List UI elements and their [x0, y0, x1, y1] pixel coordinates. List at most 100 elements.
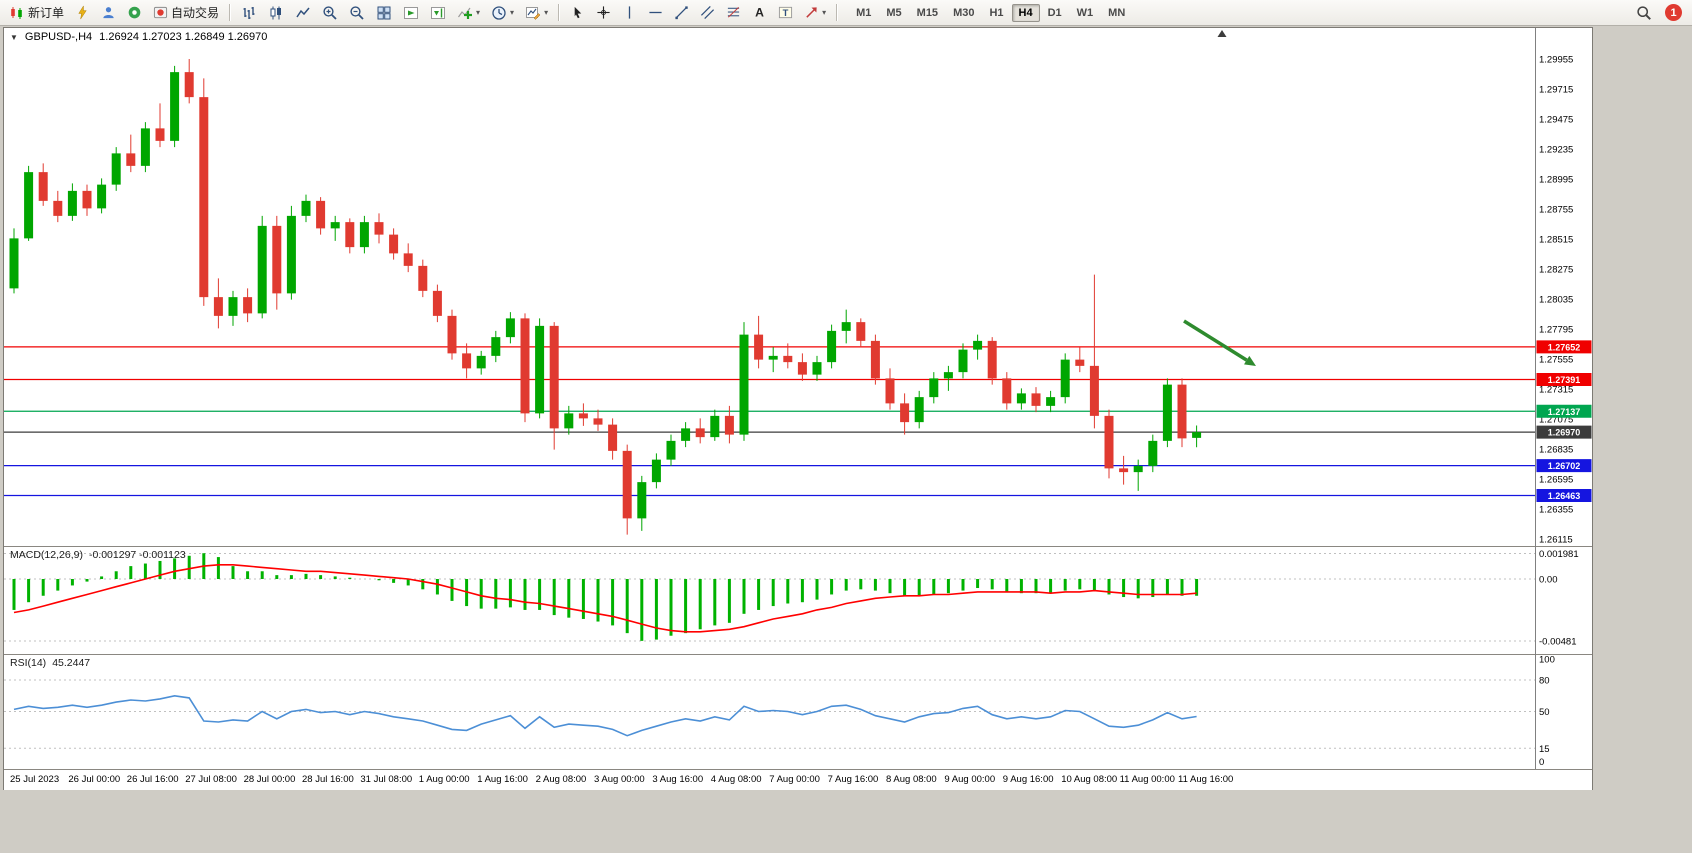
- template-icon: [526, 6, 541, 20]
- text-label-icon: T: [779, 6, 793, 19]
- main-price-chart[interactable]: 1.29955 1.29715 1.29475 1.29235 1.28995 1.287…: [4, 28, 1592, 546]
- rsi-name: RSI(14): [10, 657, 47, 669]
- svg-text:1.28995: 1.28995: [1539, 175, 1573, 186]
- svg-text:T: T: [783, 8, 789, 18]
- time-axis-label: 3 Aug 16:00: [652, 774, 704, 785]
- time-axis-label: 8 Aug 08:00: [886, 774, 937, 785]
- chart-shift-icon: [431, 6, 446, 19]
- macd-panel-label: MACD(12,26,9) -0.001297 -0.001123: [10, 549, 186, 561]
- cursor-button[interactable]: [565, 1, 590, 24]
- fibonacci-icon: [727, 6, 740, 18]
- wizard-button[interactable]: [70, 1, 95, 24]
- svg-text:80: 80: [1539, 676, 1550, 687]
- bar-chart-button[interactable]: [236, 1, 262, 24]
- rsi-indicator-panel[interactable]: 100 80 50 15 0: [4, 654, 1592, 769]
- time-axis-label: 9 Aug 00:00: [944, 774, 996, 785]
- search-button[interactable]: [1631, 1, 1657, 24]
- fibonacci-button[interactable]: [721, 1, 746, 24]
- zoom-in-icon: [323, 5, 337, 20]
- macd-indicator-panel[interactable]: 0.001981 0.00 -0.00481: [4, 546, 1592, 654]
- svg-text:1.26702: 1.26702: [1548, 461, 1581, 471]
- timeframe-button-M1[interactable]: M1: [856, 6, 872, 19]
- time-axis-label: 25 Jul 2023: [10, 774, 60, 785]
- bar-chart-icon: [243, 6, 255, 19]
- time-axis-label: 10 Aug 08:00: [1061, 774, 1118, 785]
- zoom-out-button[interactable]: [344, 1, 370, 24]
- timeframe-button-H4[interactable]: H4: [1011, 3, 1040, 22]
- account-button[interactable]: [96, 1, 121, 24]
- line-chart-icon: [296, 7, 310, 17]
- svg-text:1.27391: 1.27391: [1548, 375, 1581, 385]
- text-icon: A: [755, 6, 764, 20]
- chevron-down-icon: ▾: [476, 7, 481, 17]
- timeframe-button-H1[interactable]: H1: [989, 6, 1004, 19]
- horizontal-line-button[interactable]: [643, 1, 668, 24]
- chart-window: ▼ GBPUSD-,H4 1.26924 1.27023 1.26849 1.2…: [3, 27, 1593, 790]
- svg-text:1.27795: 1.27795: [1539, 325, 1573, 336]
- svg-text:1.29715: 1.29715: [1539, 85, 1573, 96]
- symbol-period-label: GBPUSD-,H4: [24, 31, 93, 43]
- svg-text:1.27555: 1.27555: [1539, 355, 1573, 366]
- auto-scroll-icon: [404, 6, 419, 19]
- svg-text:0.001981: 0.001981: [1539, 549, 1579, 560]
- svg-text:1.26595: 1.26595: [1539, 475, 1573, 486]
- text-button[interactable]: A: [747, 1, 772, 24]
- vertical-line-button[interactable]: [617, 1, 642, 24]
- notification-badge[interactable]: 1: [1665, 4, 1682, 21]
- timeframe-button-M15[interactable]: M15: [916, 6, 939, 19]
- horizontal-line-icon: [649, 11, 662, 14]
- candlestick-chart-button[interactable]: [263, 1, 289, 24]
- tile-windows-button[interactable]: [371, 1, 397, 24]
- time-axis-label: 4 Aug 08:00: [710, 774, 762, 785]
- svg-text:1.27652: 1.27652: [1548, 342, 1581, 352]
- chevron-down-icon: ▾: [510, 7, 515, 17]
- time-axis-label: 26 Jul 16:00: [126, 774, 179, 785]
- channel-button[interactable]: [695, 1, 720, 24]
- trendline-button[interactable]: [669, 1, 694, 24]
- timeframe-button-M5[interactable]: M5: [886, 6, 902, 19]
- auto-trading-button[interactable]: 自动交易: [148, 1, 224, 24]
- svg-text:1.26970: 1.26970: [1548, 428, 1581, 438]
- one-click-trading-toggle[interactable]: ▼: [10, 32, 18, 42]
- chevron-down-icon: ▾: [544, 7, 549, 17]
- toolbar-right-group: 1: [1631, 1, 1688, 24]
- cursor-icon: [574, 6, 582, 19]
- time-axis-label: 7 Aug 00:00: [769, 774, 820, 785]
- indicators-button[interactable]: ▾: [452, 1, 485, 24]
- toolbar: 新订单 自动交易: [0, 0, 1692, 26]
- time-axis-label: 26 Jul 00:00: [68, 774, 121, 785]
- tile-windows-icon: [377, 6, 391, 19]
- svg-text:1.29475: 1.29475: [1539, 115, 1573, 126]
- toolbar-separator: [229, 4, 232, 21]
- text-label-button[interactable]: T: [773, 1, 798, 24]
- shapes-button[interactable]: ▾: [799, 1, 831, 24]
- toolbar-separator: [836, 4, 839, 21]
- chart-shift-button[interactable]: [425, 1, 451, 24]
- timeframe-button-MN[interactable]: MN: [1108, 6, 1126, 19]
- timeframe-button-D1[interactable]: D1: [1047, 6, 1062, 19]
- new-order-button[interactable]: 新订单: [4, 1, 69, 24]
- support-button[interactable]: [122, 1, 147, 24]
- svg-text:1.28755: 1.28755: [1539, 205, 1573, 216]
- time-axis-label: 7 Aug 16:00: [827, 774, 879, 785]
- crosshair-button[interactable]: [591, 1, 616, 24]
- headset-icon: [128, 6, 141, 19]
- auto-scroll-button[interactable]: [398, 1, 424, 24]
- timeframe-button-W1[interactable]: W1: [1076, 6, 1094, 19]
- time-axis[interactable]: 25 Jul 2023 26 Jul 00:00 26 Jul 16:00 27 Ju…: [4, 769, 1592, 790]
- chart-header: ▼ GBPUSD-,H4 1.26924 1.27023 1.26849 1.2…: [10, 31, 267, 43]
- svg-text:1.27137: 1.27137: [1548, 407, 1581, 417]
- periods-button[interactable]: ▾: [486, 1, 519, 24]
- time-axis-label: 31 Jul 08:00: [360, 774, 413, 785]
- zoom-in-button[interactable]: [317, 1, 343, 24]
- svg-text:0: 0: [1539, 757, 1544, 768]
- svg-text:-0.00481: -0.00481: [1539, 637, 1577, 648]
- channel-icon: [701, 5, 715, 20]
- svg-text:1.26115: 1.26115: [1539, 535, 1573, 546]
- timeframe-button-M30[interactable]: M30: [953, 6, 975, 19]
- templates-button[interactable]: ▾: [520, 1, 553, 24]
- arrow-shape-icon: [806, 7, 817, 18]
- svg-text:1.29235: 1.29235: [1539, 145, 1573, 156]
- line-chart-button[interactable]: [290, 1, 316, 24]
- time-axis-label: 9 Aug 16:00: [1002, 774, 1054, 785]
